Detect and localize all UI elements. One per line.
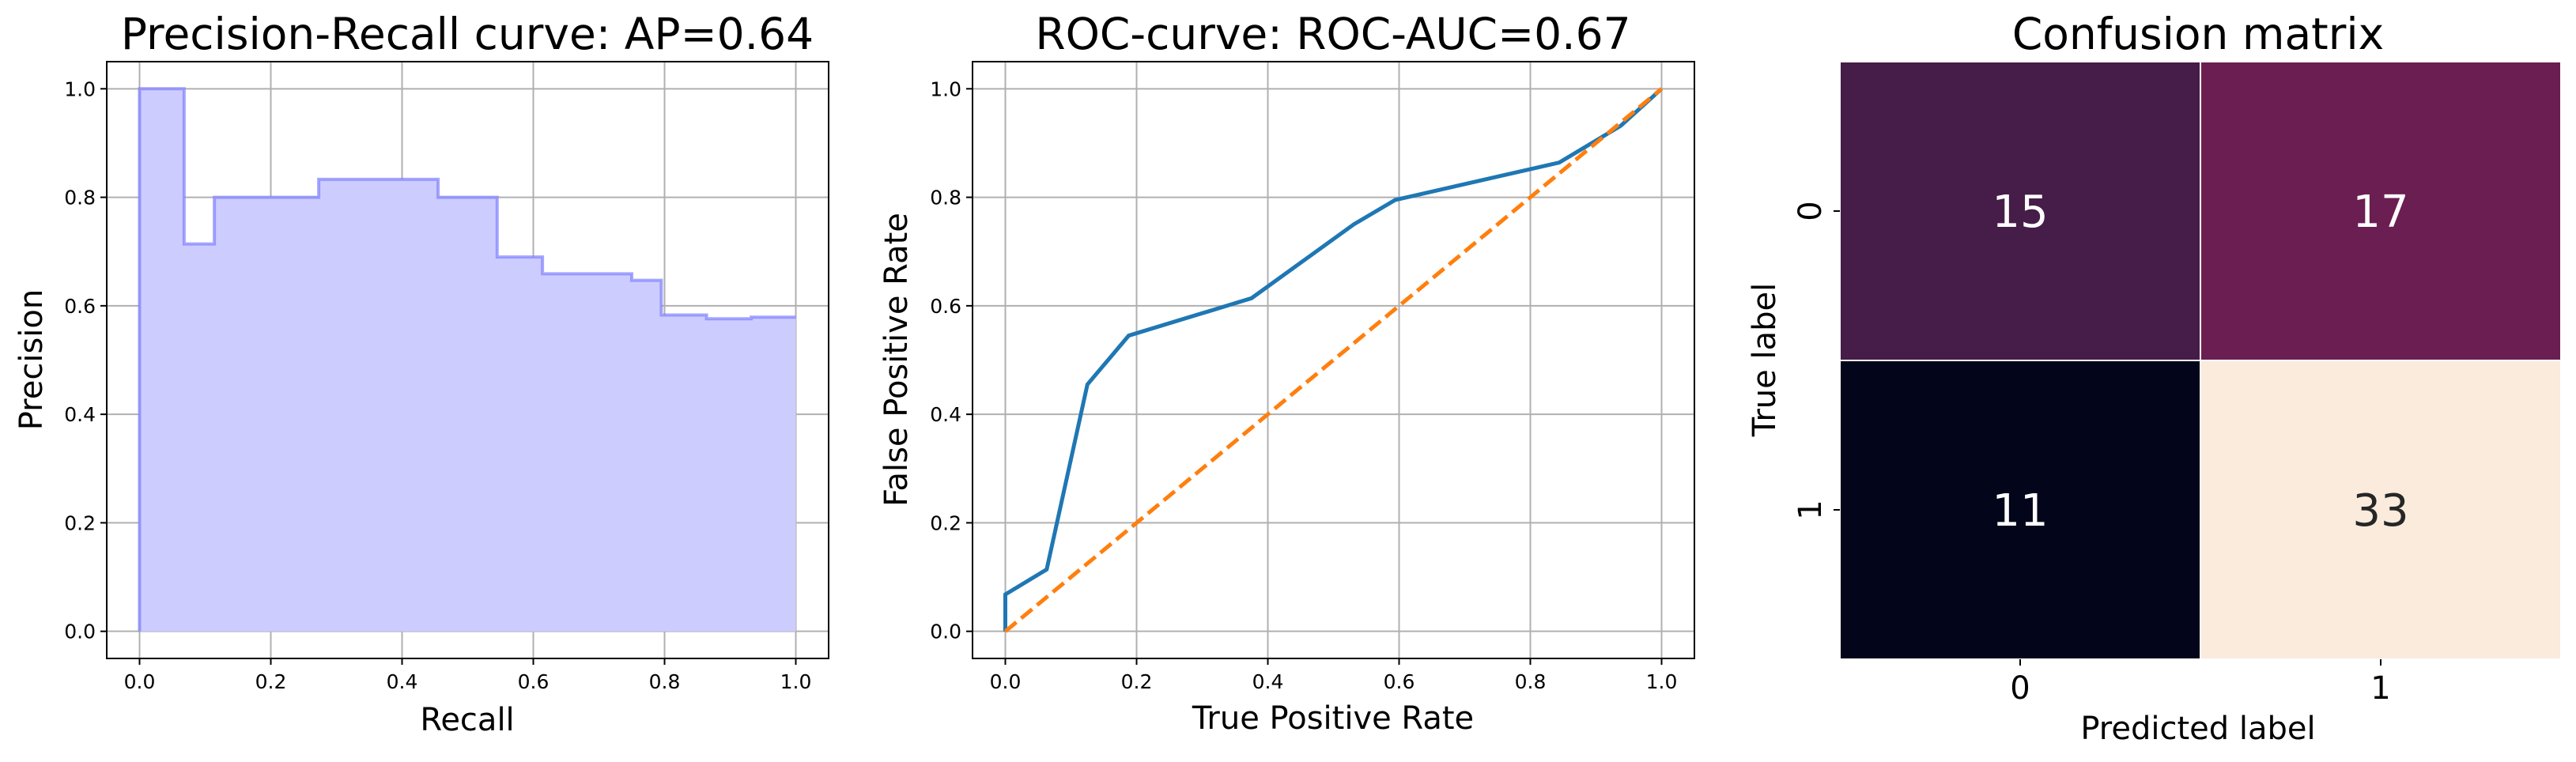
roc-y-tick-label: 0.6 xyxy=(930,295,961,318)
roc-plot-frame xyxy=(972,61,1695,659)
roc-y-tick-label: 0.2 xyxy=(930,511,961,534)
pr-ticks: 0.0 0.2 0.4 0.6 0.8 1.0 0.0 0.2 0.4 0.6 0.8 1.0 xyxy=(64,77,811,693)
pr-step-line xyxy=(138,87,796,632)
pr-y-tick-label: 0.6 xyxy=(64,295,96,318)
pr-title: Precision-Recall curve: AP=0.64 xyxy=(121,9,814,59)
cm-cell-0-0 xyxy=(1839,61,2201,361)
roc-panel: 0.0 0.2 0.4 0.6 0.8 1.0 0.0 0.2 0.4 0.6 0.8 1.0 ROC… xyxy=(878,9,1695,737)
cm-y-tick-label: 0 xyxy=(1792,201,1829,221)
cm-cell-value: 17 xyxy=(2352,187,2408,238)
roc-x-tick-label: 0.8 xyxy=(1515,670,1547,693)
pr-x-tick-label: 0.0 xyxy=(124,670,156,693)
roc-x-tick-label: 0.4 xyxy=(1252,670,1284,693)
pr-y-tick-label: 0.8 xyxy=(64,187,96,209)
pr-panel: 0.0 0.2 0.4 0.6 0.8 1.0 0.0 0.2 0.4 0.6 0.8 1.0 Pre… xyxy=(13,9,829,738)
cm-cell-value: 11 xyxy=(1992,485,2048,537)
cm-cell-0-1 xyxy=(2200,61,2562,361)
roc-x-tick-label: 0.6 xyxy=(1384,670,1415,693)
cm-ticks: 0 1 0 1 xyxy=(1792,201,2391,707)
pr-y-tick-label: 0.0 xyxy=(64,621,96,643)
cm-cell-value: 33 xyxy=(2352,485,2408,537)
roc-x-tick-label: 0.0 xyxy=(990,670,1022,693)
roc-y-tick-label: 0.4 xyxy=(930,403,961,426)
pr-x-tick-label: 0.6 xyxy=(518,670,550,693)
cm-x-tick-label: 1 xyxy=(2370,670,2390,707)
cm-y-tick-label: 1 xyxy=(1792,500,1829,519)
pr-y-tick-label: 0.4 xyxy=(64,403,96,426)
roc-curve-line xyxy=(1003,87,1664,632)
roc-grid xyxy=(973,62,1694,658)
cm-x-label: Predicted label xyxy=(2080,711,2315,747)
roc-y-label: False Positive Rate xyxy=(878,213,915,507)
cm-title: Confusion matrix xyxy=(2012,9,2384,59)
roc-title: ROC-curve: ROC-AUC=0.67 xyxy=(1035,9,1630,59)
pr-y-tick-label: 0.2 xyxy=(64,511,96,534)
cm-panel: 15 17 11 33 0 1 0 1 Confusion matrix Predicted… xyxy=(1747,9,2562,747)
cm-cells: 15 17 11 33 xyxy=(1839,61,2562,660)
cm-cell-1-1 xyxy=(2200,360,2562,660)
cm-cell-value: 15 xyxy=(1992,187,2048,238)
roc-x-label: True Positive Rate xyxy=(1192,700,1474,737)
pr-x-tick-label: 0.4 xyxy=(387,670,418,693)
roc-x-tick-label: 1.0 xyxy=(1646,670,1678,693)
roc-y-tick-label: 0.0 xyxy=(930,621,961,643)
roc-lines xyxy=(1003,87,1664,633)
pr-x-label: Recall xyxy=(420,702,514,738)
roc-ticks: 0.0 0.2 0.4 0.6 0.8 1.0 0.0 0.2 0.4 0.6 0.8 1.0 xyxy=(930,77,1677,693)
pr-area-fill xyxy=(139,89,796,632)
pr-x-tick-label: 0.2 xyxy=(255,670,287,693)
roc-diagonal-line xyxy=(1003,87,1664,633)
cm-y-label: True label xyxy=(1747,283,1783,437)
pr-y-label: Precision xyxy=(13,289,50,430)
pr-x-tick-label: 0.8 xyxy=(649,670,681,693)
roc-y-tick-label: 1.0 xyxy=(930,77,961,100)
roc-x-tick-label: 0.2 xyxy=(1121,670,1153,693)
pr-x-tick-label: 1.0 xyxy=(780,670,812,693)
cm-x-tick-label: 0 xyxy=(2010,670,2030,707)
pr-y-tick-label: 1.0 xyxy=(64,77,96,100)
pr-plot-frame xyxy=(106,61,829,659)
roc-y-tick-label: 0.8 xyxy=(930,187,961,209)
cm-cell-1-0 xyxy=(1839,360,2201,660)
